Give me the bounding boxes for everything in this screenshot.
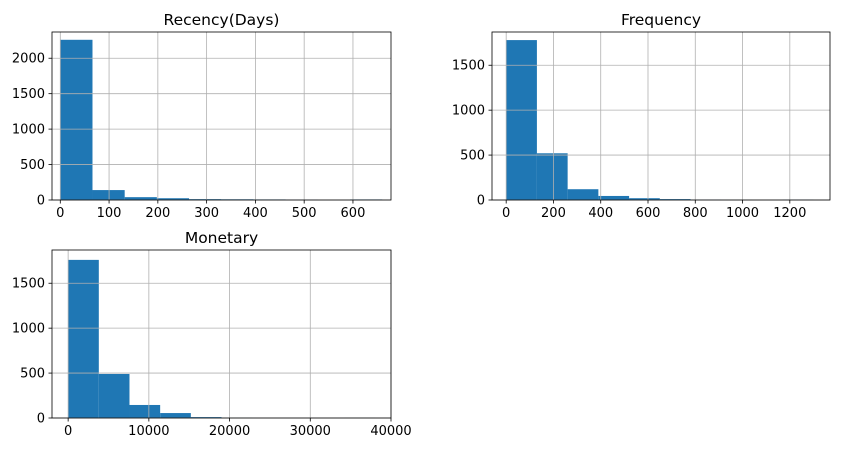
chart-0-xtick-label-0: 0 [56,206,64,221]
chart-1-bars [506,40,814,201]
chart-1-bar-0 [506,40,537,201]
chart-2-xtick-label-3: 30000 [290,424,331,439]
chart-0-xtick-label-6: 600 [341,206,366,221]
recency-panel: 0 100 200 300 400 500 600 0 500 1000 1500 2000 Recen… [12,11,392,221]
chart-1-bar-1 [536,153,568,200]
chart-1-title: Frequency [621,11,701,29]
chart-0-ytick-label-3: 1500 [12,87,45,102]
chart-0-title: Recency(Days) [164,11,280,29]
chart-0-xtick-label-2: 200 [145,206,170,221]
chart-1-ytick-label-2: 1000 [452,104,485,119]
chart-1-xtick-label-4: 800 [683,206,708,221]
chart-0-xtick-label-4: 400 [243,206,268,221]
chart-2-xtick-label-4: 40000 [370,424,411,439]
chart-2-bar-3 [160,413,191,418]
chart-1-xtick-label-5: 1000 [726,206,759,221]
chart-0-ytick-label-0: 0 [37,194,45,209]
chart-1-ytick-label-0: 0 [477,194,485,209]
chart-1-bar-5 [659,199,691,200]
chart-0-xtick-label-3: 300 [194,206,219,221]
chart-1-bar-3 [598,195,630,200]
chart-1-xtick-label-2: 400 [588,206,613,221]
chart-0-plot-area [52,32,391,200]
chart-0-bar-1 [92,190,125,200]
chart-1-bar-4 [629,198,660,200]
chart-0-bars [60,39,383,200]
chart-1-axes-frame [491,31,831,201]
chart-2-axes-frame [51,249,392,419]
chart-0-bar-3 [156,198,190,200]
chart-0-ytick-label-4: 2000 [12,52,45,67]
chart-0-ytick-label-1: 500 [20,158,45,173]
chart-2-bar-4 [190,417,222,418]
chart-0-bar-2 [124,197,157,200]
chart-2-xtick-label-0: 0 [64,424,72,439]
chart-0-axes-frame [51,31,392,201]
chart-1-xtick-label-3: 600 [636,206,661,221]
chart-1-xtick-label-1: 200 [541,206,566,221]
monetary-panel: 0 10000 20000 30000 40000 0 500 1000 1500 Monetar… [12,229,412,439]
chart-1-ytick-label-3: 1500 [452,59,485,74]
chart-2-bars [68,259,375,418]
chart-0-bar-4 [189,199,222,200]
chart-2-title: Monetary [185,229,258,247]
chart-1-xtick-label-0: 0 [502,206,510,221]
chart-2-xtick-label-1: 10000 [128,424,169,439]
chart-0-xtick-label-5: 500 [292,206,317,221]
chart-2-ytick-label-0: 0 [37,412,45,427]
chart-2-bar-1 [98,373,130,418]
chart-0-ytick-label-2: 1000 [12,123,45,138]
frequency-panel: 0 200 400 600 800 1000 1200 0 500 1000 1500 Frequen… [452,11,831,221]
chart-0-xtick-label-1: 100 [97,206,122,221]
chart-2-ytick-label-2: 1000 [12,322,45,337]
chart-0-bar-0 [60,39,93,200]
chart-1-grid [492,32,830,201]
chart-2-xtick-label-2: 20000 [209,424,250,439]
chart-2-ytick-label-1: 500 [20,367,45,382]
chart-2-ytick-label-3: 1500 [12,277,45,292]
chart-1-xtick-label-6: 1200 [773,206,806,221]
chart-1-ytick-label-1: 500 [460,149,485,164]
chart-1-bar-2 [567,189,599,200]
chart-2-bar-2 [129,404,161,418]
chart-2-bar-0 [68,259,99,418]
